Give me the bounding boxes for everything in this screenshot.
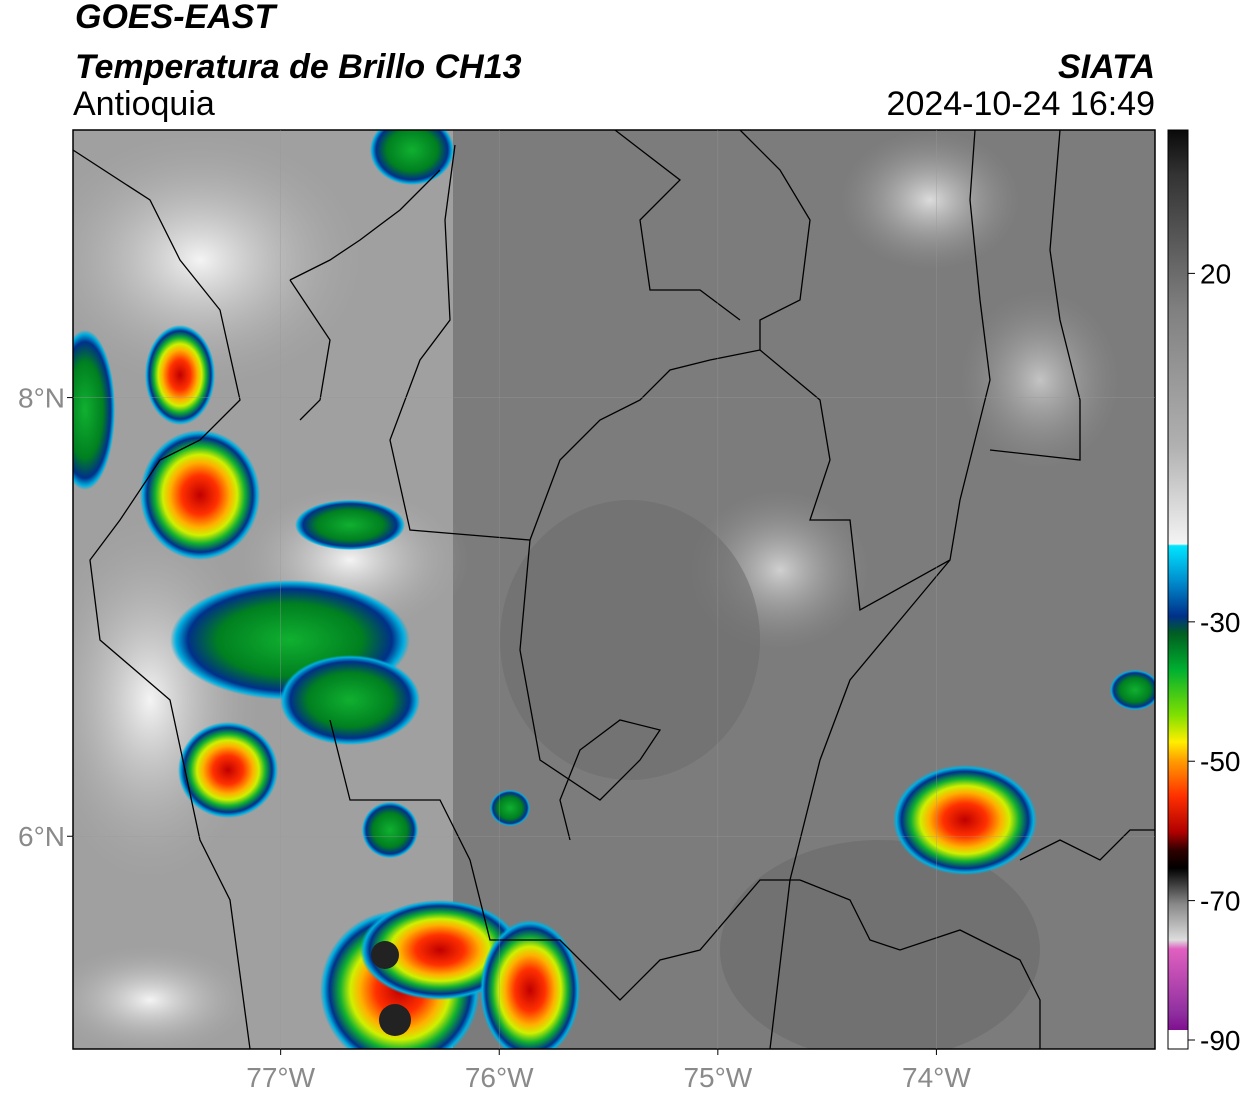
borders <box>73 130 1155 1049</box>
satellite-image <box>73 130 1155 1049</box>
colorbar-frame <box>1167 129 1189 1050</box>
lat-tick-label: 8°N <box>18 383 65 414</box>
colorbar <box>1168 130 1188 1030</box>
colorbar-tick-label: -50 <box>1200 746 1240 777</box>
map-frame <box>72 129 1156 1050</box>
product-title: Temperatura de Brillo CH13 <box>75 48 522 86</box>
timestamp-label: 2024-10-24 16:49 <box>887 85 1155 123</box>
organization-label: SIATA <box>1058 48 1155 86</box>
colorbar-under <box>1168 1030 1188 1049</box>
colorbar-tick-label: -70 <box>1200 886 1240 917</box>
lon-tick-label: 75°W <box>683 1062 752 1093</box>
colorbar-tick-label: 20 <box>1200 258 1231 289</box>
colorbar-tick-label: -90 <box>1200 1025 1240 1056</box>
lon-tick-label: 77°W <box>246 1062 315 1093</box>
region-label: Antioquia <box>73 85 215 123</box>
lon-tick-label: 74°W <box>902 1062 971 1093</box>
lat-tick-label: 6°N <box>18 821 65 852</box>
satellite-title: GOES-EAST <box>75 0 278 36</box>
lon-tick-label: 76°W <box>465 1062 534 1093</box>
colorbar-tick-label: -30 <box>1200 607 1240 638</box>
